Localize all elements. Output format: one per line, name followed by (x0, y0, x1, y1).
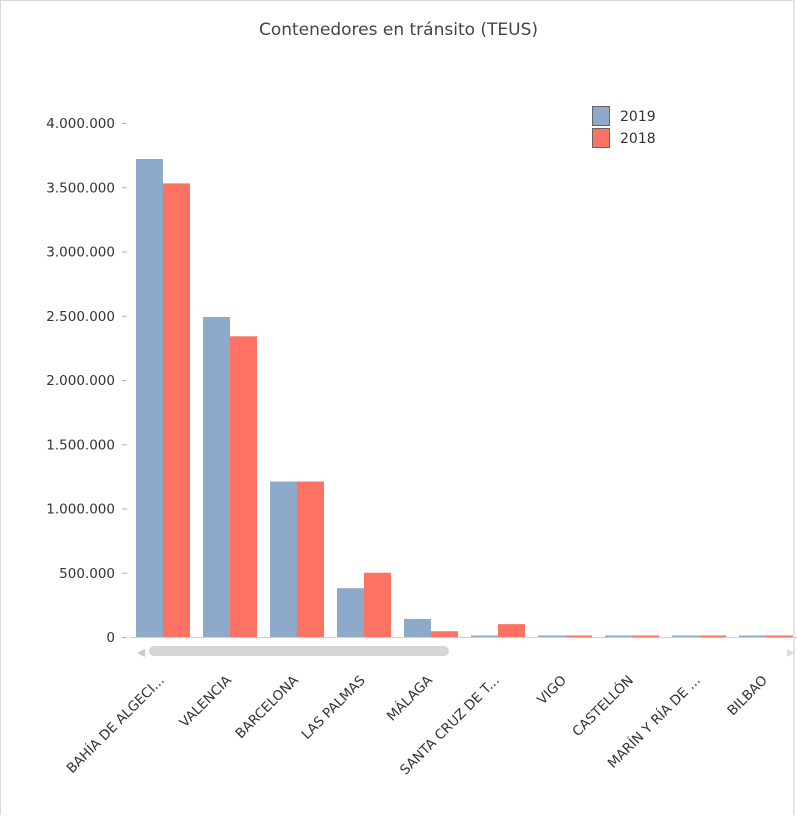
bar-2018[interactable] (766, 635, 793, 638)
scroll-left-arrow[interactable] (137, 649, 145, 657)
bar-2018[interactable] (163, 183, 190, 637)
x-tick-label: VALENCIA (177, 672, 236, 731)
legend-swatch-2018 (592, 128, 610, 148)
bar-2018[interactable] (632, 635, 659, 638)
bar-2019[interactable] (136, 158, 163, 638)
bar-2019[interactable] (404, 619, 431, 637)
y-tick-label: 3.000.000 (46, 245, 115, 261)
y-tick-label: 2.000.000 (46, 373, 115, 389)
y-tick-label: 0 (106, 630, 115, 646)
x-tick-label: BAHÍA DE ALGECI... (63, 672, 168, 777)
bar-2018[interactable] (431, 631, 458, 637)
bar-2019[interactable] (538, 635, 565, 638)
bars (136, 158, 793, 638)
y-tick-label: 500.000 (59, 566, 115, 582)
legend: 2019 2018 (592, 106, 656, 148)
bar-2019[interactable] (203, 317, 230, 637)
y-tick-label: 3.500.000 (46, 180, 115, 196)
x-tick-label: BILBAO (724, 673, 770, 719)
bar-2019[interactable] (337, 588, 364, 637)
bar-2018[interactable] (364, 572, 391, 637)
bar-2018[interactable] (699, 635, 726, 638)
bar-2019[interactable] (270, 481, 297, 637)
chart-title: Contenedores en tránsito (TEUS) (258, 20, 539, 40)
bar-2019[interactable] (605, 635, 632, 638)
scroll-right-arrow[interactable] (787, 649, 795, 657)
x-tick-label: BARCELONA (232, 672, 302, 742)
y-tick-label: 1.000.000 (46, 502, 115, 518)
chart-frame-edge (793, 0, 795, 815)
x-tick-label: VIGO (534, 673, 570, 709)
scrollbar-thumb[interactable] (149, 646, 449, 656)
y-tick-label: 2.500.000 (46, 309, 115, 325)
bar-2018[interactable] (230, 336, 257, 637)
y-tick-label: 1.500.000 (46, 437, 115, 453)
y-axis: 0 500.000 1.000.000 1.500.000 2.000.000 2.500… (46, 116, 127, 646)
bar-2019[interactable] (672, 635, 699, 638)
legend-label-2018: 2018 (620, 131, 656, 147)
x-tick-label: MÁLAGA (383, 671, 436, 724)
bar-2019[interactable] (739, 635, 766, 638)
y-tick-label: 4.000.000 (46, 116, 115, 132)
bar-2019[interactable] (471, 635, 498, 638)
bar-2018[interactable] (498, 624, 525, 637)
bar-2018[interactable] (297, 481, 324, 637)
bar-2018[interactable] (565, 635, 592, 638)
legend-swatch-2019 (592, 106, 610, 126)
horizontal-scrollbar[interactable] (137, 646, 795, 657)
x-tick-label: LAS PALMAS (299, 673, 369, 743)
x-tick-label: CASTELLÓN (568, 671, 637, 740)
legend-label-2019: 2019 (620, 109, 656, 125)
